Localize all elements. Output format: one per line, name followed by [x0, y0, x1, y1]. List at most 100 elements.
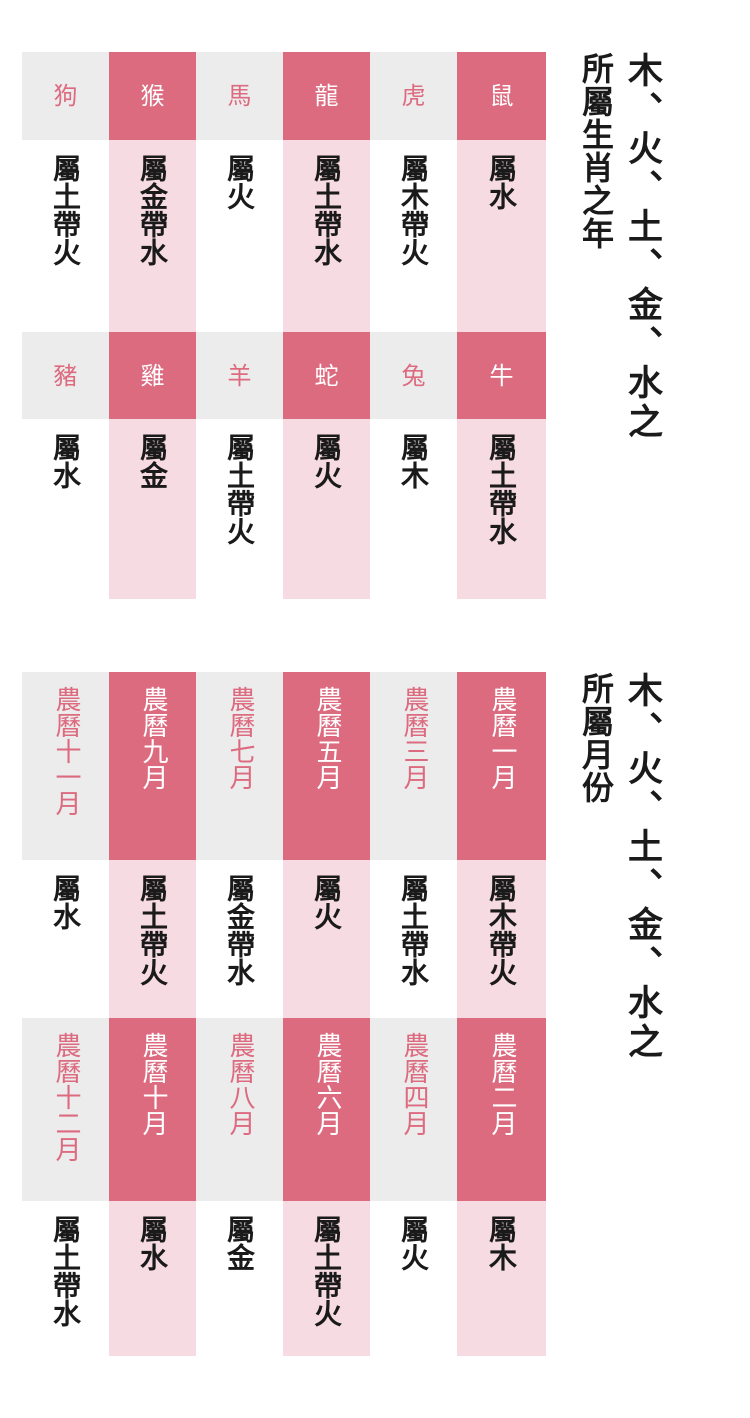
element-text: 屬土帶火: [223, 433, 256, 545]
element-text: 屬火: [397, 1215, 430, 1271]
element-text: 屬土帶火: [136, 874, 169, 986]
element-text: 屬火: [223, 154, 256, 210]
zodiac-row-1: 狗 屬土帶火 猴 屬金帶水 馬 屬火 龍 屬土帶水 虎 屬木帶火 鼠 屬水: [22, 52, 546, 332]
month-header-cell: 農曆八月: [196, 1018, 283, 1201]
month-row-2: 農曆十二月 屬土帶水 農曆十月 屬水 農曆八月 屬金 農曆六月 屬土帶火 農曆四…: [22, 1018, 546, 1356]
zodiac-name: 馬: [227, 82, 252, 110]
zodiac-element-cell: 屬水: [22, 419, 109, 599]
lunar-month-name: 農曆四月: [399, 1032, 429, 1136]
month-element-cell: 屬火: [283, 860, 370, 1018]
month-element-cell: 屬土帶火: [109, 860, 196, 1018]
zodiac-header-cell: 馬: [196, 52, 283, 140]
lunar-month-name: 農曆六月: [312, 1032, 342, 1136]
element-text: 屬木: [397, 433, 430, 489]
element-text: 屬金: [223, 1215, 256, 1271]
month-header-cell: 農曆三月: [370, 672, 457, 860]
zodiac-header-cell: 猴: [109, 52, 196, 140]
element-text: 屬火: [310, 874, 343, 930]
month-header-cell: 農曆十月: [109, 1018, 196, 1201]
zodiac-name: 兔: [401, 362, 426, 390]
month-element-cell: 屬水: [109, 1201, 196, 1356]
zodiac-element-cell: 屬土帶火: [22, 140, 109, 332]
element-text: 屬金帶水: [136, 154, 169, 266]
zodiac-header-cell: 雞: [109, 332, 196, 419]
month-row-1: 農曆十一月 屬水 農曆九月 屬土帶火 農曆七月 屬金帶水 農曆五月 屬火 農曆三…: [22, 672, 546, 1018]
zodiac-row-2: 豬 屬水 雞 屬金 羊 屬土帶火 蛇 屬火 兔 屬木 牛 屬土帶水: [22, 332, 546, 599]
element-text: 屬土帶水: [485, 433, 518, 545]
zodiac-element-cell: 屬金: [109, 419, 196, 599]
element-text: 屬水: [136, 1215, 169, 1271]
lunar-month-name: 農曆一月: [487, 686, 517, 790]
zodiac-table: 狗 屬土帶火 猴 屬金帶水 馬 屬火 龍 屬土帶水 虎 屬木帶火 鼠 屬水 豬 …: [22, 52, 546, 599]
lunar-month-name: 農曆七月: [225, 686, 255, 790]
month-title-main: 木、火、土、金、水之: [622, 672, 663, 1062]
month-header-cell: 農曆十二月: [22, 1018, 109, 1201]
zodiac-header-cell: 牛: [457, 332, 546, 419]
month-header-cell: 農曆五月: [283, 672, 370, 860]
element-text: 屬木帶火: [397, 154, 430, 266]
zodiac-title-main: 木、火、土、金、水之: [622, 52, 663, 442]
element-text: 屬水: [49, 433, 82, 489]
lunar-month-name: 農曆三月: [399, 686, 429, 790]
lunar-month-name: 農曆十一月: [51, 686, 81, 816]
zodiac-element-cell: 屬土帶水: [457, 419, 546, 599]
element-text: 屬水: [49, 874, 82, 930]
element-text: 屬土帶火: [49, 154, 82, 266]
month-element-cell: 屬土帶水: [22, 1201, 109, 1356]
zodiac-name: 虎: [401, 82, 426, 110]
zodiac-element-cell: 屬木帶火: [370, 140, 457, 332]
zodiac-header-cell: 豬: [22, 332, 109, 419]
month-table: 農曆十一月 屬水 農曆九月 屬土帶火 農曆七月 屬金帶水 農曆五月 屬火 農曆三…: [22, 672, 546, 1356]
element-text: 屬金: [136, 433, 169, 489]
month-header-cell: 農曆十一月: [22, 672, 109, 860]
zodiac-element-cell: 屬木: [370, 419, 457, 599]
zodiac-header-cell: 兔: [370, 332, 457, 419]
zodiac-element-cell: 屬水: [457, 140, 546, 332]
zodiac-name: 蛇: [314, 362, 339, 390]
zodiac-element-cell: 屬金帶水: [109, 140, 196, 332]
month-element-cell: 屬木帶火: [457, 860, 546, 1018]
zodiac-name: 狗: [53, 82, 78, 110]
zodiac-name: 羊: [227, 362, 252, 390]
zodiac-name: 龍: [314, 82, 339, 110]
month-element-cell: 屬火: [370, 1201, 457, 1356]
zodiac-name: 猴: [140, 82, 165, 110]
zodiac-header-cell: 狗: [22, 52, 109, 140]
month-header-cell: 農曆二月: [457, 1018, 546, 1201]
month-header-cell: 農曆七月: [196, 672, 283, 860]
month-header-cell: 農曆一月: [457, 672, 546, 860]
element-text: 屬土帶火: [310, 1215, 343, 1327]
lunar-month-name: 農曆十月: [138, 1032, 168, 1136]
zodiac-element-cell: 屬火: [283, 419, 370, 599]
month-header-cell: 農曆九月: [109, 672, 196, 860]
month-element-cell: 屬水: [22, 860, 109, 1018]
zodiac-header-cell: 蛇: [283, 332, 370, 419]
zodiac-name: 牛: [489, 362, 514, 390]
zodiac-name: 豬: [53, 362, 78, 390]
lunar-month-name: 農曆十二月: [51, 1032, 81, 1162]
month-element-cell: 屬土帶水: [370, 860, 457, 1018]
month-element-cell: 屬金: [196, 1201, 283, 1356]
month-header-cell: 農曆四月: [370, 1018, 457, 1201]
element-text: 屬金帶水: [223, 874, 256, 986]
element-text: 屬土帶水: [397, 874, 430, 986]
zodiac-name: 鼠: [489, 82, 514, 110]
month-header-cell: 農曆六月: [283, 1018, 370, 1201]
zodiac-title-sub: 所屬生肖之年: [577, 52, 615, 250]
month-element-cell: 屬金帶水: [196, 860, 283, 1018]
zodiac-element-cell: 屬土帶水: [283, 140, 370, 332]
lunar-month-name: 農曆二月: [487, 1032, 517, 1136]
element-text: 屬木: [485, 1215, 518, 1271]
element-text: 屬水: [485, 154, 518, 210]
zodiac-header-cell: 羊: [196, 332, 283, 419]
month-element-cell: 屬土帶火: [283, 1201, 370, 1356]
element-text: 屬土帶水: [310, 154, 343, 266]
zodiac-element-cell: 屬火: [196, 140, 283, 332]
element-text: 屬土帶水: [49, 1215, 82, 1327]
zodiac-name: 雞: [140, 362, 165, 390]
lunar-month-name: 農曆五月: [312, 686, 342, 790]
zodiac-header-cell: 龍: [283, 52, 370, 140]
lunar-month-name: 農曆九月: [138, 686, 168, 790]
month-title-sub: 所屬月份: [577, 672, 615, 804]
zodiac-header-cell: 虎: [370, 52, 457, 140]
